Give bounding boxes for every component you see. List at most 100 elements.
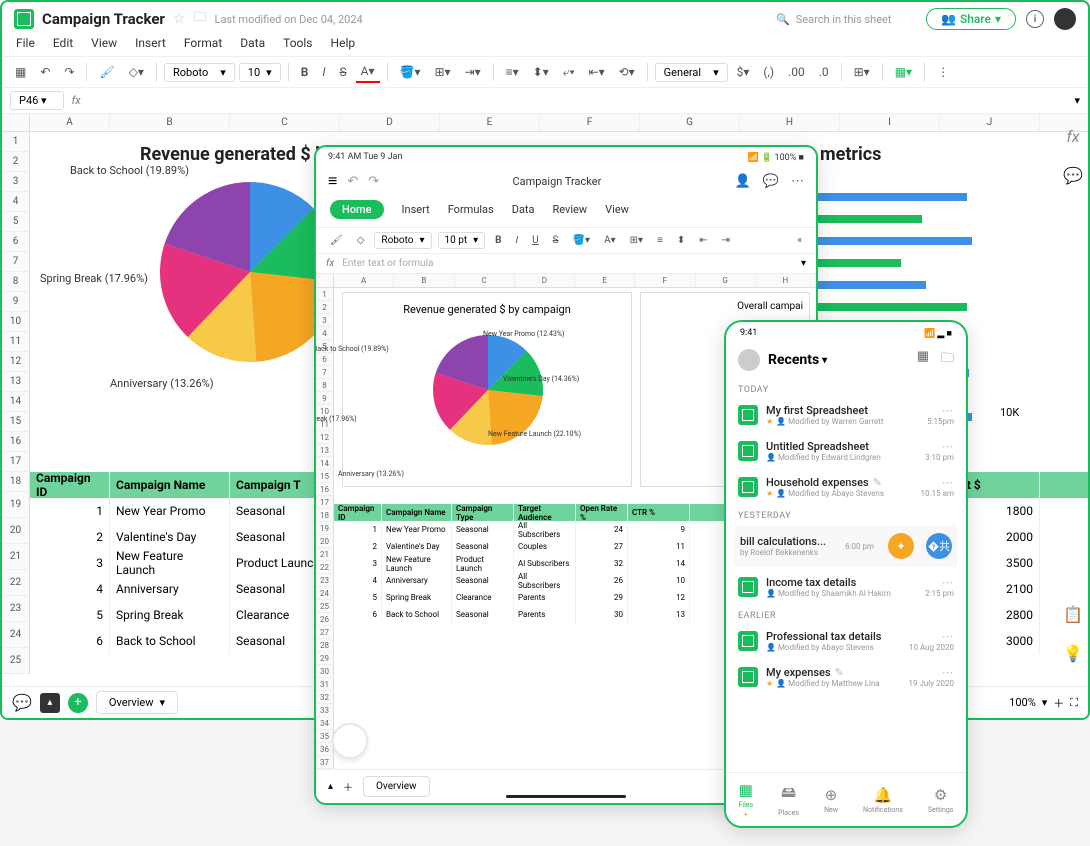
- tablet-tab-insert[interactable]: Insert: [402, 203, 430, 216]
- phone-grid-icon[interactable]: ▦: [917, 349, 929, 371]
- valign-icon[interactable]: ⬍▾: [528, 62, 554, 82]
- phone-nav-notifications[interactable]: 🔔Notifications: [863, 786, 903, 814]
- tablet-outdent-icon[interactable]: ⇥: [718, 233, 734, 248]
- clear-format-icon[interactable]: ◇▾: [124, 62, 149, 82]
- fx-rail-icon[interactable]: fx: [1066, 127, 1079, 146]
- tablet-clear-icon[interactable]: ◇: [353, 233, 369, 248]
- tablet-tab-data[interactable]: Data: [512, 203, 535, 216]
- menu-help[interactable]: Help: [331, 36, 356, 50]
- tablet-align-icon[interactable]: ≡: [653, 233, 667, 248]
- tablet-tab-view[interactable]: View: [605, 203, 629, 216]
- italic-icon[interactable]: I: [317, 62, 330, 82]
- merge-icon[interactable]: ⇥▾: [460, 62, 486, 82]
- doc-title[interactable]: Campaign Tracker: [42, 10, 165, 28]
- tablet-border-icon[interactable]: ⊞▾: [626, 233, 647, 248]
- tablet-bold-icon[interactable]: B: [491, 233, 505, 248]
- fill-icon[interactable]: 🪣▾: [395, 62, 426, 82]
- comment-rail-icon[interactable]: 💬: [1063, 166, 1083, 185]
- undo-icon[interactable]: ↶: [35, 62, 55, 82]
- clipboard-rail-icon[interactable]: 📋: [1063, 605, 1083, 624]
- menu-file[interactable]: File: [16, 36, 35, 50]
- phone-item[interactable]: Household expenses ✎★👤 Modified by Abayo…: [726, 469, 966, 505]
- menu-data[interactable]: Data: [240, 36, 265, 50]
- tablet-valign-icon[interactable]: ⬍: [673, 233, 689, 248]
- add-sheet-button[interactable]: +: [68, 693, 88, 713]
- fullscreen-icon[interactable]: ⛶: [1070, 696, 1078, 710]
- tablet-font-select[interactable]: Roboto▾: [374, 232, 431, 249]
- number-format-select[interactable]: General▾: [655, 63, 728, 82]
- phone-item[interactable]: Income tax details👤 Modified by Shaamikh…: [726, 569, 966, 605]
- phone-item[interactable]: bill calculations...by Roelof Bekkenenks…: [734, 525, 958, 567]
- tablet-tab-home[interactable]: Home: [330, 200, 384, 219]
- align-icon[interactable]: ≡▾: [501, 62, 524, 82]
- phone-title[interactable]: Recents▾: [768, 352, 909, 368]
- phone-nav-settings[interactable]: ⚙Settings: [928, 786, 954, 814]
- tablet-sheet-tab[interactable]: Overview: [363, 776, 430, 797]
- tablet-collapse-icon[interactable]: «: [793, 233, 806, 248]
- user-avatar[interactable]: [1054, 8, 1076, 30]
- phone-nav-places[interactable]: 🖴Places: [778, 782, 799, 817]
- table-icon[interactable]: ⊞▾: [849, 62, 875, 82]
- tablet-underline-icon[interactable]: U: [528, 233, 542, 248]
- tablet-fab[interactable]: [332, 723, 368, 759]
- phone-nav-files[interactable]: ▦Files●: [739, 781, 754, 818]
- formula-expand-icon[interactable]: ▾: [1074, 94, 1080, 107]
- dec-dec-icon[interactable]: .0: [814, 62, 834, 82]
- tablet-menu-icon[interactable]: ≡: [328, 171, 337, 191]
- wrap-icon[interactable]: ⤶▾: [558, 62, 580, 83]
- tablet-italic-icon[interactable]: I: [512, 233, 523, 248]
- tablet-comment-icon[interactable]: 💬: [763, 174, 779, 189]
- phone-avatar[interactable]: [738, 349, 760, 371]
- share-button[interactable]: 👥Share▾: [926, 8, 1016, 30]
- tablet-tab-review[interactable]: Review: [553, 203, 588, 216]
- idea-rail-icon[interactable]: 💡: [1063, 644, 1083, 663]
- phone-item[interactable]: Professional tax details👤 Modified by Ab…: [726, 623, 966, 659]
- sheet-nav-icon[interactable]: ▴: [40, 693, 60, 713]
- tablet-tab-formulas[interactable]: Formulas: [448, 203, 494, 216]
- menu-view[interactable]: View: [91, 36, 117, 50]
- cell-reference[interactable]: P46 ▾: [10, 91, 64, 110]
- tablet-fill-icon[interactable]: 🪣▾: [569, 233, 594, 248]
- phone-item[interactable]: My first Spreadsheet★👤 Modified by Warre…: [726, 397, 966, 433]
- phone-nav-new[interactable]: ⊕New: [824, 786, 838, 814]
- bold-icon[interactable]: B: [296, 62, 314, 82]
- tablet-indent-icon[interactable]: ⇤: [695, 233, 711, 248]
- tablet-formula-expand-icon[interactable]: ▾: [801, 258, 806, 269]
- tablet-share-icon[interactable]: 👤: [735, 174, 751, 189]
- sheet-tab[interactable]: Overview▾: [96, 691, 178, 714]
- tablet-size-select[interactable]: 10 pt▾: [438, 232, 486, 249]
- rotate-icon[interactable]: ⟲▾: [614, 62, 640, 82]
- zoom-level[interactable]: 100%: [1009, 696, 1036, 709]
- more-icon[interactable]: ⋮: [932, 62, 954, 82]
- menu-insert[interactable]: Insert: [135, 36, 166, 50]
- menu-format[interactable]: Format: [184, 36, 222, 50]
- tablet-more-icon[interactable]: ⋯: [791, 174, 804, 189]
- grid-icon[interactable]: ▦: [10, 62, 31, 82]
- font-select[interactable]: Roboto▾: [164, 63, 235, 82]
- text-color-icon[interactable]: A▾: [356, 61, 380, 83]
- tablet-paint-icon[interactable]: 🖌: [326, 233, 347, 248]
- menu-edit[interactable]: Edit: [53, 36, 73, 50]
- help-icon[interactable]: i: [1026, 10, 1044, 28]
- paren-icon[interactable]: (,): [758, 62, 779, 82]
- border-icon[interactable]: ⊞▾: [429, 62, 455, 82]
- zoom-in-icon[interactable]: ＋: [1053, 695, 1064, 711]
- fontsize-select[interactable]: 10▾: [239, 63, 281, 82]
- tablet-redo-icon[interactable]: ↷: [368, 174, 379, 189]
- cond-format-icon[interactable]: ▦▾: [890, 62, 917, 82]
- currency-icon[interactable]: $▾: [732, 62, 755, 82]
- search-input[interactable]: 🔍Search in this sheet: [766, 9, 916, 30]
- indent-icon[interactable]: ⇤▾: [584, 62, 610, 82]
- strike-icon[interactable]: S: [335, 62, 352, 82]
- dec-inc-icon[interactable]: .00: [783, 62, 810, 82]
- phone-item[interactable]: Untitled Spreadsheet👤 Modified by Edward…: [726, 433, 966, 469]
- menu-tools[interactable]: Tools: [283, 36, 312, 50]
- tablet-undo-icon[interactable]: ↶: [347, 174, 358, 189]
- redo-icon[interactable]: ↷: [59, 62, 79, 82]
- folder-icon[interactable]: 🗀: [194, 8, 207, 30]
- star-icon[interactable]: ☆: [173, 11, 186, 27]
- tablet-add-sheet-icon[interactable]: ＋: [343, 779, 353, 794]
- tablet-textcolor-icon[interactable]: A▾: [600, 233, 620, 248]
- tablet-strike-icon[interactable]: S: [549, 233, 563, 248]
- tablet-sheet-nav-icon[interactable]: ▴: [328, 781, 333, 792]
